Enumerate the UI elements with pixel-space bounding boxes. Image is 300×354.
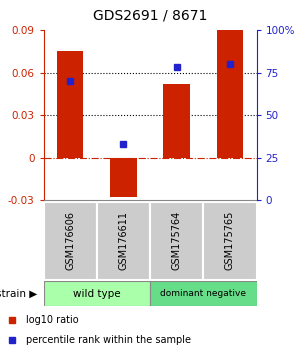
- Text: GDS2691 / 8671: GDS2691 / 8671: [93, 9, 207, 23]
- Bar: [44, 202, 97, 280]
- Text: GSM176611: GSM176611: [118, 211, 128, 270]
- Bar: [150, 202, 203, 280]
- Bar: [217, 30, 243, 158]
- Bar: [57, 51, 83, 158]
- Text: GSM176606: GSM176606: [65, 211, 75, 270]
- Bar: [150, 281, 256, 306]
- Text: dominant negative: dominant negative: [160, 289, 246, 298]
- Bar: [97, 202, 150, 280]
- Text: GSM175764: GSM175764: [172, 211, 182, 270]
- Text: log10 ratio: log10 ratio: [26, 315, 79, 325]
- Text: strain ▶: strain ▶: [0, 289, 38, 299]
- Bar: [44, 281, 150, 306]
- Text: wild type: wild type: [73, 289, 121, 299]
- Bar: [110, 158, 137, 197]
- Text: GSM175765: GSM175765: [225, 211, 235, 270]
- Bar: [163, 84, 190, 158]
- Bar: [203, 202, 256, 280]
- Text: percentile rank within the sample: percentile rank within the sample: [26, 335, 191, 345]
